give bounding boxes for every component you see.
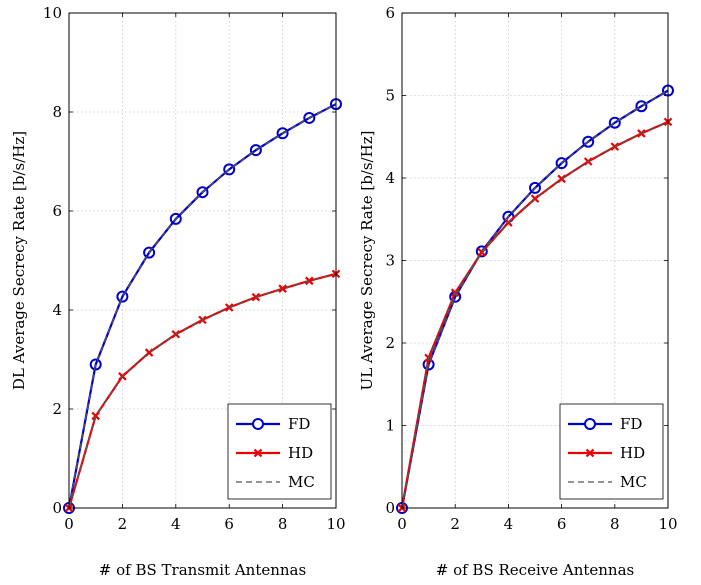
series-line-mc bbox=[401, 121, 669, 509]
data-point-fd bbox=[223, 163, 236, 176]
legend-marker-fd bbox=[252, 418, 264, 430]
x-tick-label: 6 bbox=[557, 515, 567, 533]
x-tick-label: 6 bbox=[224, 515, 234, 533]
y-tick-label: 8 bbox=[52, 103, 62, 121]
x-tick-label: 4 bbox=[171, 515, 181, 533]
x-tick-label: 10 bbox=[658, 515, 677, 533]
series-line-mc bbox=[68, 273, 337, 509]
plot-frame bbox=[401, 12, 669, 509]
legend-label-hd: HD bbox=[620, 444, 645, 462]
y-tick-label: 6 bbox=[385, 4, 395, 22]
legend-label-fd: FD bbox=[288, 415, 310, 433]
x-tick-label: 4 bbox=[504, 515, 514, 533]
y-tick-label: 4 bbox=[385, 169, 395, 187]
data-point-fd bbox=[276, 127, 289, 140]
x-tick-label: 0 bbox=[64, 515, 74, 533]
x-tick-label: 8 bbox=[610, 515, 620, 533]
series-line-mc bbox=[68, 103, 337, 509]
legend: FD HD MC bbox=[227, 403, 332, 500]
data-point-fd bbox=[635, 100, 648, 113]
data-point-fd bbox=[196, 186, 209, 199]
y-tick-label: 2 bbox=[52, 400, 62, 418]
legend-label-fd: FD bbox=[620, 415, 642, 433]
x-axis-label: # of BS Transmit Antennas bbox=[99, 561, 306, 579]
y-axis-label: UL Average Secrecy Rate [b/s/Hz] bbox=[358, 131, 376, 391]
y-tick-label: 0 bbox=[385, 499, 395, 517]
y-tick-label: 3 bbox=[385, 252, 395, 270]
legend-marker-fd bbox=[584, 418, 596, 430]
y-tick-label: 1 bbox=[385, 417, 395, 435]
y-tick-label: 5 bbox=[385, 87, 395, 105]
x-tick-label: 8 bbox=[278, 515, 288, 533]
series-line-mc bbox=[401, 89, 669, 509]
y-tick-label: 6 bbox=[52, 202, 62, 220]
y-axis-label: DL Average Secrecy Rate [b/s/Hz] bbox=[10, 131, 28, 390]
legend-box bbox=[559, 403, 664, 500]
legend-marker-hd bbox=[253, 448, 263, 458]
x-tick-label: 2 bbox=[450, 515, 460, 533]
plot-frame bbox=[68, 12, 337, 509]
data-point-fd bbox=[582, 135, 595, 148]
y-tick-label: 4 bbox=[52, 301, 62, 319]
legend: FD HD MC bbox=[559, 403, 664, 500]
chart-panel-1: 0 2 4 6 8 10 0 2 4 6 8 10 # of BS Transmit Antennas D… bbox=[10, 4, 346, 579]
legend-label-mc: MC bbox=[288, 473, 315, 491]
chart-panel-2: 0 2 4 6 8 10 0 1 2 3 4 5 6 # of BS Receive Antennas UL… bbox=[358, 4, 678, 579]
data-point-hd bbox=[278, 284, 287, 293]
data-point-fd bbox=[89, 358, 102, 371]
y-tick-label: 10 bbox=[43, 4, 62, 22]
legend-label-mc: MC bbox=[620, 473, 647, 491]
data-point-fd bbox=[116, 290, 129, 303]
data-point-fd bbox=[143, 246, 156, 259]
x-tick-label: 2 bbox=[118, 515, 128, 533]
data-point-fd bbox=[475, 245, 488, 258]
legend-box bbox=[227, 403, 332, 500]
data-point-fd bbox=[608, 116, 621, 129]
data-point-fd bbox=[169, 212, 182, 225]
data-point-fd bbox=[555, 157, 568, 170]
y-tick-label: 2 bbox=[385, 334, 395, 352]
data-point-fd bbox=[529, 181, 541, 194]
data-point-fd bbox=[249, 144, 262, 157]
y-tick-label: 0 bbox=[52, 499, 62, 517]
legend-marker-hd bbox=[585, 448, 595, 458]
x-tick-label: 10 bbox=[326, 515, 345, 533]
x-tick-label: 0 bbox=[397, 515, 407, 533]
data-point-fd bbox=[303, 111, 316, 124]
legend-label-hd: HD bbox=[288, 444, 313, 462]
x-axis-label: # of BS Receive Antennas bbox=[436, 561, 634, 579]
